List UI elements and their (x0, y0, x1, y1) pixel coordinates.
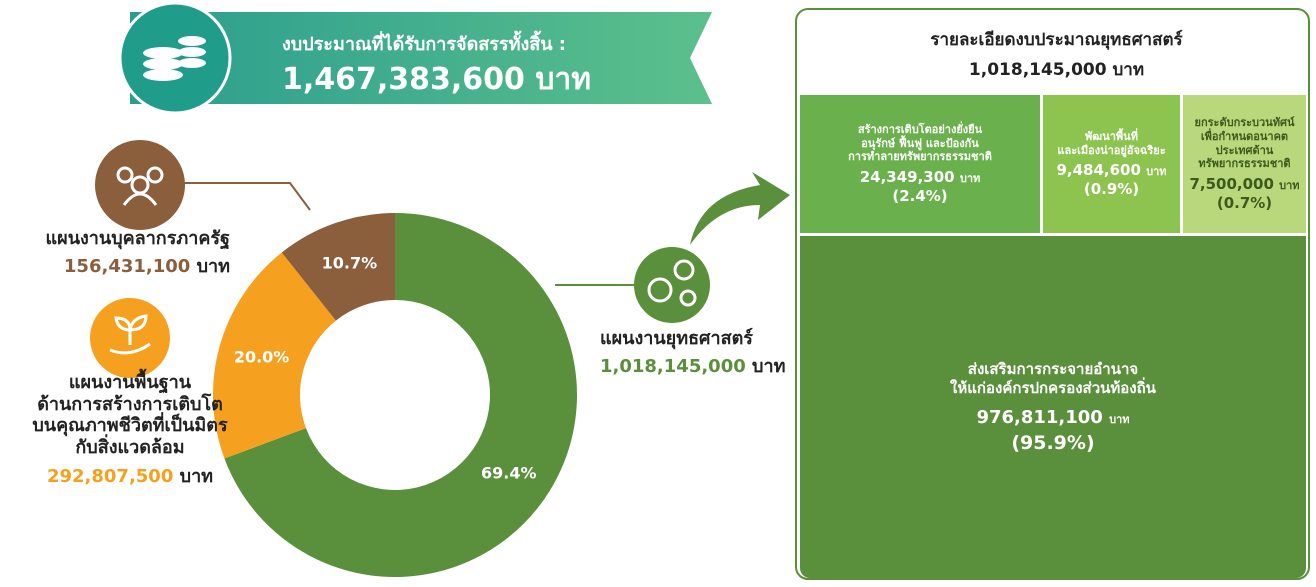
donut-segment (224, 213, 577, 577)
gear-icon (634, 247, 710, 323)
banner (130, 12, 712, 104)
treemap-total: 1,018,145,000 บาท (800, 60, 1313, 80)
amount: 292,807,500 บาท (0, 466, 260, 488)
unit: บาท (1109, 413, 1130, 427)
banner-title: งบประมาณที่ได้รับการจัดสรรทั้งสิ้น : (282, 34, 566, 55)
amount-value: 24,349,300 (859, 168, 955, 187)
gears (647, 259, 697, 307)
category-label: แผนงานพื้นฐาน ด้านการสร้างการเติบโต บนคุ… (32, 372, 228, 458)
amount: 1,018,145,000 บาท (600, 356, 800, 378)
treemap-cell: ยกระดับกระบวนทัศน์ เพื่อกำหนดอนาคต ประเท… (1183, 95, 1306, 233)
cell-percent: (0.9%) (1083, 180, 1140, 199)
donut-segment (212, 252, 336, 459)
value-label: 10.7% (322, 254, 378, 273)
amount-value: 7,500,000 (1189, 175, 1274, 193)
treemap-title: รายละเอียดงบประมาณยุทธศาสตร์ (930, 30, 1183, 50)
category-label: แผนงานยุทธศาสตร์ (600, 328, 753, 349)
cell-amount: 9,484,600 บาท (1056, 161, 1166, 180)
arrow (690, 172, 790, 245)
cell-amount: 976,811,100 บาท (976, 407, 1129, 428)
treemap-cell: พัฒนาพื้นที่ และเมืองน่าอยู่อัจฉริยะ 9,48… (1043, 95, 1180, 233)
unit: บาท (179, 466, 214, 487)
amount-value: 9,484,600 (1056, 161, 1141, 180)
unit: บาท (1146, 165, 1167, 179)
total: 1,467,383,600 (282, 62, 525, 97)
unit: บาท (535, 62, 592, 97)
donut-segment (281, 213, 395, 321)
cell-label: สร้างการเติบโตอย่างยั่งยืน อนุรักษ์ ฟื้น… (848, 122, 992, 164)
cell-percent: (2.4%) (892, 187, 948, 206)
amount-value: 156,431,100 (63, 256, 191, 277)
treemap-cell: สร้างการเติบโตอย่างยั่งยืน อนุรักษ์ ฟื้น… (800, 95, 1040, 233)
amount-value: 976,811,100 (976, 407, 1103, 429)
cell-amount: 7,500,000 บาท (1189, 175, 1299, 194)
cell-amount: 24,349,300 บาท (860, 168, 981, 187)
coins (143, 36, 206, 81)
unit: บาท (959, 172, 981, 186)
people (116, 166, 164, 206)
unit: บาท (1279, 179, 1300, 192)
amount-value: 1,018,145,000 (600, 356, 746, 377)
plant (109, 314, 151, 355)
banner-total: 1,467,383,600 บาท (282, 62, 591, 98)
value-label: 69.4% (481, 464, 537, 483)
cell-percent: (95.9%) (1011, 432, 1095, 455)
treemap-cell: ส่งเสริมการกระจายอำนาจ ให้แก่องค์กรปกครอ… (800, 236, 1306, 578)
people-icon (95, 140, 185, 230)
unit: บาท (752, 356, 786, 377)
cell-label: ส่งเสริมการกระจายอำนาจ ให้แก่องค์กรปกครอ… (950, 359, 1156, 397)
category-label: แผนงานบุคลากรภาครัฐ (45, 228, 230, 249)
unit: บาท (1112, 60, 1145, 80)
connector (180, 182, 311, 211)
cell-percent: (0.7%) (1216, 194, 1273, 212)
amount: 156,431,100 บาท (20, 256, 230, 278)
amount-value: 292,807,500 (46, 466, 174, 487)
unit: บาท (196, 256, 230, 277)
value-label: 20.0% (234, 347, 290, 366)
total: 1,018,145,000 (968, 60, 1107, 80)
cell-label: พัฒนาพื้นที่ และเมืองน่าอยู่อัจฉริยะ (1057, 129, 1166, 157)
coins-icon (118, 1, 232, 115)
cell-label: ยกระดับกระบวนทัศน์ เพื่อกำหนดอนาคต ประเท… (1194, 116, 1295, 171)
